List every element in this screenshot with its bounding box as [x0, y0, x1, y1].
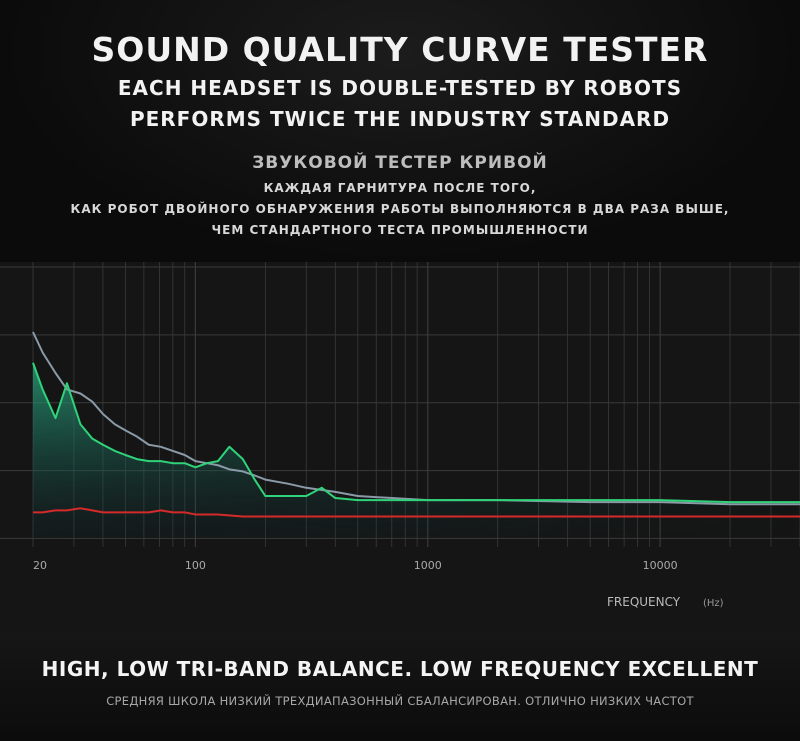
- subtitle-line-2: PERFORMS TWICE THE INDUSTRY STANDARD: [129, 107, 671, 131]
- ru-line-3: ЧЕМ СТАНДАРТНОГО ТЕСТА ПРОМЫШЛЕННОСТИ: [211, 223, 589, 237]
- x-axis-unit: (Hz): [703, 598, 724, 609]
- footer-panel: HIGH, LOW TRI-BAND BALANCE. LOW FREQUENC…: [0, 632, 800, 741]
- x-tick-label: 100: [185, 559, 206, 572]
- page-title: SOUND QUALITY CURVE TESTER: [91, 30, 709, 69]
- frequency-chart: 20 100 1000 10000 FREQUENCY (Hz): [0, 262, 800, 632]
- ru-title: ЗВУКОВОЙ ТЕСТЕР КРИВОЙ: [252, 153, 548, 173]
- frequency-chart-svg: 20 100 1000 10000 FREQUENCY (Hz): [0, 262, 800, 609]
- x-tick-label: 20: [33, 559, 47, 572]
- header-panel: SOUND QUALITY CURVE TESTER EACH HEADSET …: [0, 0, 800, 262]
- subtitle-line-1: EACH HEADSET IS DOUBLE-TESTED BY ROBOTS: [117, 76, 683, 100]
- x-tick-label: 1000: [414, 559, 442, 572]
- series-line-green: [32, 362, 800, 504]
- x-tick-label: 10000: [643, 559, 678, 572]
- ru-line-2: КАК РОБОТ ДВОЙНОГО ОБНАРУЖЕНИЯ РАБОТЫ ВЫ…: [70, 202, 730, 216]
- footer-headline: HIGH, LOW TRI-BAND BALANCE. LOW FREQUENC…: [41, 657, 759, 681]
- ru-line-1: КАЖДАЯ ГАРНИТУРА ПОСЛЕ ТОГО,: [263, 181, 537, 195]
- series-line-red: [33, 507, 800, 518]
- footer-ru-headline: СРЕДНЯЯ ШКОЛА НИЗКИЙ ТРЕХДИАПАЗОННЫЙ СБА…: [106, 694, 694, 708]
- green-area-fill: [33, 362, 800, 537]
- x-axis-label: FREQUENCY: [607, 595, 681, 609]
